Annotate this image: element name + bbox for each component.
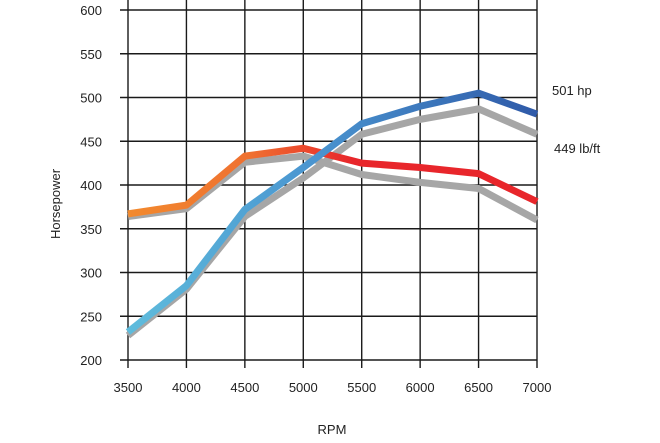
y-axis-label: Horsepower [48, 168, 63, 239]
torque-line [127, 144, 539, 218]
y-tick-label: 450 [80, 134, 102, 149]
series-lines [125, 89, 539, 339]
grid-lines [120, 0, 538, 368]
y-tick-label: 400 [80, 178, 102, 193]
y-tick-label: 550 [80, 47, 102, 62]
torque-annotation: 449 lb/ft [554, 141, 601, 156]
horsepower-line [125, 89, 539, 335]
x-tick-label: 6000 [406, 380, 435, 395]
y-tick-label: 250 [80, 309, 102, 324]
y-tick-label: 350 [80, 222, 102, 237]
x-tick-label: 6500 [464, 380, 493, 395]
torque-shadow-line [127, 152, 539, 224]
x-tick-label: 4000 [172, 380, 201, 395]
y-tick-label: 500 [80, 91, 102, 106]
y-tick-label: 300 [80, 266, 102, 281]
x-tick-label: 5500 [347, 380, 376, 395]
x-tick-labels: 3500 4000 4500 5000 5500 6000 6500 7000 [114, 380, 552, 395]
horsepower-annotation: 501 hp [552, 83, 592, 98]
y-tick-label: 200 [80, 353, 102, 368]
y-tick-label: 600 [80, 3, 102, 18]
x-tick-label: 7000 [523, 380, 552, 395]
x-tick-label: 4500 [230, 380, 259, 395]
x-tick-label: 5000 [289, 380, 318, 395]
y-tick-labels: 200 250 300 350 400 450 500 550 600 [80, 3, 102, 368]
x-tick-label: 3500 [114, 380, 143, 395]
x-axis-label: RPM [318, 422, 347, 437]
